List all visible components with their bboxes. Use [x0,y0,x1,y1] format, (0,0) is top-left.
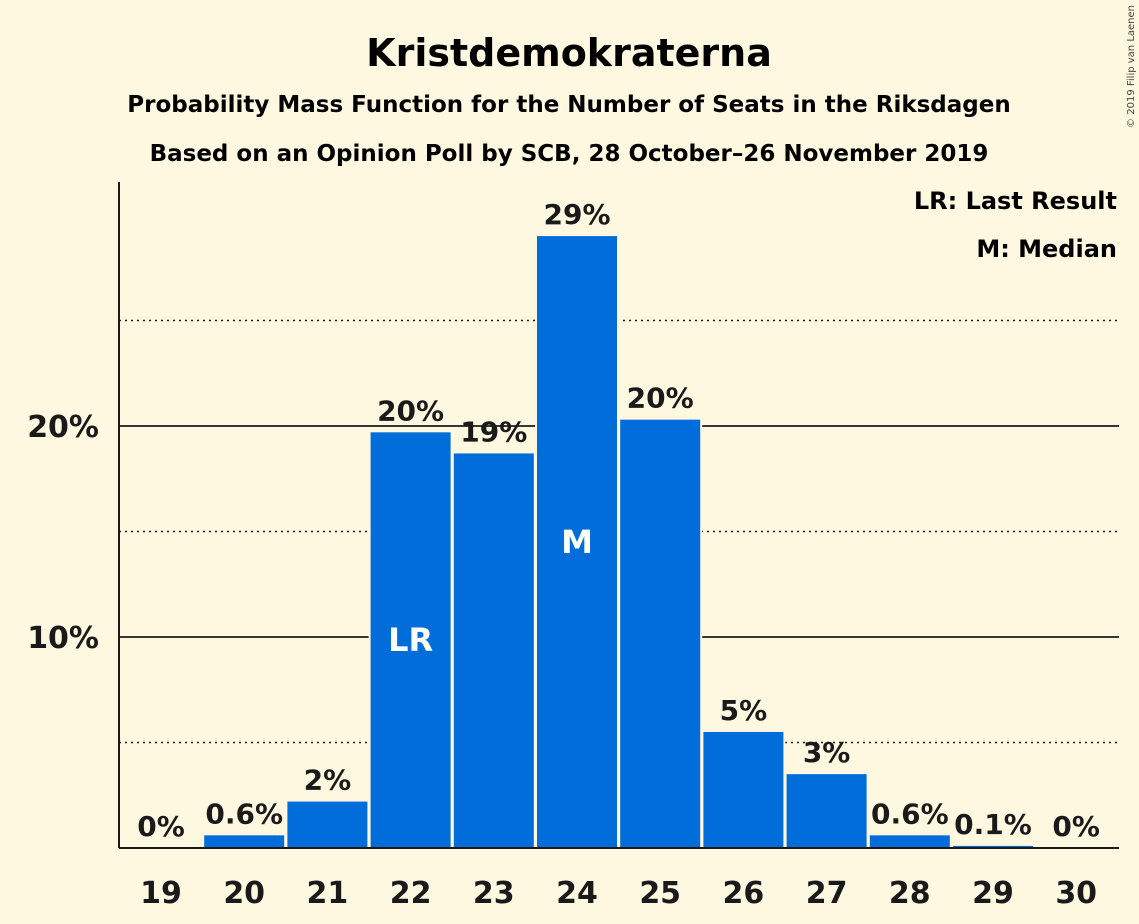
x-tick-label: 20 [223,876,265,911]
x-tick-label: 25 [639,876,681,911]
x-tick-label: 19 [140,876,182,911]
legend-median: M: Median [976,235,1117,263]
chart-subtitle-2: Based on an Opinion Poll by SCB, 28 Octo… [150,141,989,167]
bar-value-label: 0.1% [954,808,1032,841]
x-tick-label: 23 [473,876,515,911]
bar-seat-20 [204,835,285,848]
bar-value-label: 20% [377,394,444,427]
bar-seat-21 [287,801,368,848]
x-tick-label: 26 [723,876,765,911]
bar-value-label: 0.6% [205,797,283,830]
bar-seat-26 [703,731,784,848]
bar-value-label: 20% [627,382,694,415]
axes: 10% 20% 19 20 21 22 23 24 25 26 27 28 29 30 [27,182,1119,911]
x-tick-label: 24 [556,876,598,911]
bar-value-label: 29% [543,198,610,231]
bar-seat-28 [869,835,950,848]
bar-value-label: 0.6% [871,797,949,830]
chart-subtitle-1: Probability Mass Function for the Number… [127,92,1010,118]
y-tick-label: 20% [27,410,99,445]
bar-annotation-lr: LR [388,621,433,659]
bar-value-label: 0% [1052,810,1100,843]
bar-seat-25 [620,419,701,848]
y-tick-label: 10% [27,621,99,656]
legend-last-result: LR: Last Result [914,187,1117,215]
bar-value-label: 5% [720,694,768,727]
x-tick-label: 29 [972,876,1014,911]
x-tick-label: 30 [1055,876,1097,911]
bar-seat-27 [786,774,867,848]
bar-annotation-m: M [561,523,593,561]
bar-value-label: 2% [304,764,352,797]
bar-seat-29 [953,845,1033,848]
bar-value-label: 0% [137,810,185,843]
bar-seat-22 [370,432,451,848]
chart-title: Kristdemokraterna [366,31,772,75]
x-tick-label: 27 [806,876,848,911]
x-tick-label: 28 [889,876,931,911]
bar-seat-23 [453,453,534,848]
bar-value-label: 19% [460,415,527,448]
bar-value-label: 3% [803,736,851,769]
x-tick-label: 22 [390,876,432,911]
copyright-notice: © 2019 Filip van Laenen [1126,5,1137,128]
x-tick-label: 21 [307,876,349,911]
bar-seat-24 [537,236,617,849]
